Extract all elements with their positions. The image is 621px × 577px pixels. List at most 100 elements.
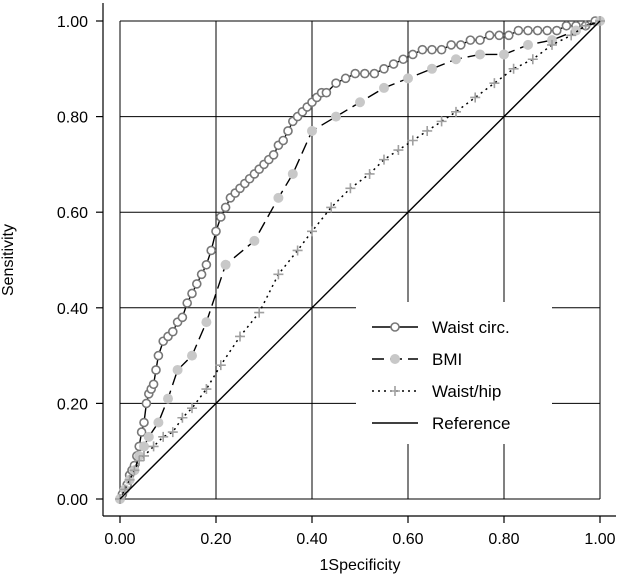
data-point xyxy=(417,44,428,55)
legend: Waist circ. BMI Waist/hip Reference xyxy=(356,302,552,444)
data-point xyxy=(153,417,164,428)
data-point xyxy=(393,145,404,156)
data-point xyxy=(292,245,303,256)
data-point xyxy=(566,30,577,41)
data-point xyxy=(283,126,293,136)
data-point xyxy=(273,192,284,203)
data-point xyxy=(151,365,161,375)
data-point xyxy=(216,212,226,222)
data-point xyxy=(235,331,245,342)
data-point xyxy=(268,150,279,160)
data-point xyxy=(139,450,149,461)
data-point xyxy=(220,259,231,270)
data-point xyxy=(148,441,159,452)
data-point xyxy=(350,68,361,79)
data-point xyxy=(379,64,389,74)
data-point xyxy=(355,97,365,108)
x-tick-label: 0.00 xyxy=(104,531,135,548)
data-point xyxy=(273,269,284,280)
series-reference xyxy=(119,20,601,500)
data-point xyxy=(321,87,332,98)
data-point xyxy=(551,25,562,36)
data-point xyxy=(489,78,500,89)
legend-label: BMI xyxy=(432,350,462,369)
x-tick-label: 1.00 xyxy=(584,531,615,548)
x-tick-label: 0.80 xyxy=(488,531,519,548)
data-point xyxy=(254,307,265,318)
data-point xyxy=(163,393,173,404)
data-point xyxy=(364,168,375,179)
data-point xyxy=(139,417,149,428)
data-point xyxy=(201,384,212,395)
data-point xyxy=(470,92,481,103)
y-tick-label: 0.80 xyxy=(57,110,88,127)
data-point xyxy=(331,111,341,122)
data-point xyxy=(388,59,399,69)
y-tick-label: 0.20 xyxy=(57,396,88,413)
data-point xyxy=(278,135,289,146)
data-point xyxy=(211,226,221,237)
data-point xyxy=(345,183,356,194)
data-point xyxy=(177,312,188,323)
data-point xyxy=(499,49,509,60)
data-point xyxy=(153,350,164,361)
data-point xyxy=(331,78,341,88)
data-point xyxy=(369,68,380,79)
data-point xyxy=(523,39,533,50)
data-point xyxy=(398,54,409,65)
legend-box xyxy=(356,302,552,444)
data-point xyxy=(465,35,476,45)
legend-marker xyxy=(390,322,400,332)
data-point xyxy=(508,63,519,74)
legend-label: Waist/hip xyxy=(432,382,501,401)
data-point xyxy=(407,135,418,146)
axes xyxy=(102,3,616,517)
data-point xyxy=(542,25,553,36)
data-point xyxy=(561,20,572,31)
data-point xyxy=(182,298,192,308)
data-point xyxy=(129,465,140,476)
data-point xyxy=(547,39,557,50)
data-point xyxy=(407,49,418,60)
y-axis-title: Sensitivity xyxy=(0,224,17,296)
legend-marker xyxy=(390,386,400,396)
data-point xyxy=(326,202,337,213)
data-point xyxy=(249,235,260,246)
data-point xyxy=(187,403,197,414)
data-point xyxy=(206,245,216,256)
tick-marks xyxy=(96,20,601,523)
data-point xyxy=(215,360,226,371)
series-bmi xyxy=(115,16,605,504)
data-point xyxy=(167,427,178,438)
data-point xyxy=(422,125,433,136)
data-point xyxy=(513,25,524,36)
data-point xyxy=(436,44,447,55)
series-group xyxy=(115,16,605,504)
data-point xyxy=(436,116,447,127)
series-line xyxy=(119,20,601,500)
series-line xyxy=(119,20,601,500)
y-tick-label: 1.00 xyxy=(57,14,88,31)
data-point xyxy=(503,30,514,41)
y-tick-label: 0.00 xyxy=(57,492,88,509)
data-point xyxy=(168,326,178,337)
series-waist-circ xyxy=(115,16,605,504)
data-point xyxy=(196,269,207,280)
data-point xyxy=(141,398,152,409)
data-point xyxy=(119,484,130,495)
legend-label: Waist circ. xyxy=(432,318,510,337)
data-point xyxy=(136,427,147,437)
data-point xyxy=(359,68,370,79)
data-point xyxy=(571,25,581,36)
data-point xyxy=(475,49,485,60)
legend-label: Reference xyxy=(432,414,510,433)
data-point xyxy=(403,73,413,84)
data-point xyxy=(201,317,212,328)
data-point xyxy=(172,364,183,375)
data-point xyxy=(187,288,197,299)
data-point xyxy=(451,54,461,65)
data-point xyxy=(484,30,495,41)
x-tick-label: 0.40 xyxy=(296,531,327,548)
